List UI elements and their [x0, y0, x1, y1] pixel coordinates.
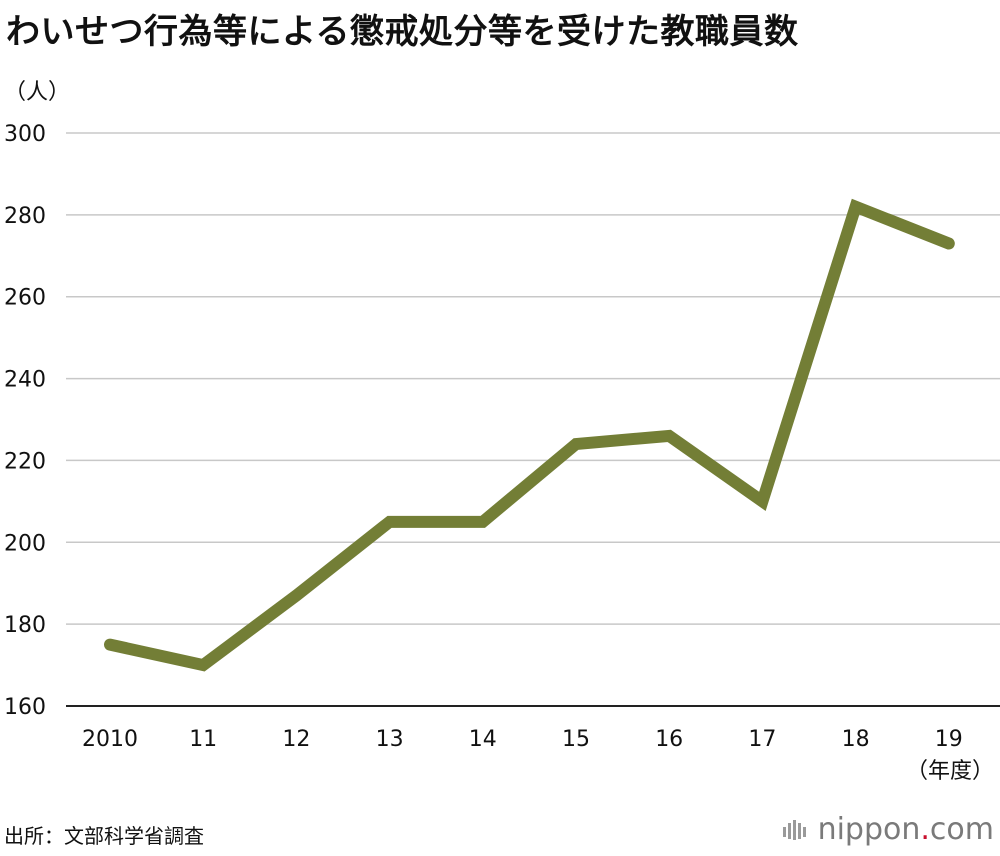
y-tick-label: 160	[4, 695, 46, 720]
y-tick-label: 300	[4, 122, 46, 147]
x-tick-label: 18	[842, 727, 870, 752]
y-tick-label: 220	[4, 449, 46, 474]
y-tick-label: 200	[4, 531, 46, 556]
x-axis-unit-label: （年度）	[906, 759, 994, 784]
series-group	[104, 198, 955, 672]
x-tick-label: 11	[189, 727, 217, 752]
chart-title: わいせつ行為等による懲戒処分等を受けた教職員数	[6, 12, 799, 52]
y-tick-label: 240	[4, 368, 46, 393]
x-tick-label: 17	[748, 727, 776, 752]
x-tick-label: 15	[562, 727, 590, 752]
brand-name: nippon	[817, 812, 921, 847]
x-tick-label: 2010	[82, 727, 138, 752]
brand-logo: nippon. com	[782, 812, 994, 847]
y-axis-unit-label: （人）	[4, 80, 71, 105]
y-axis-ticks: 160 180 200 220 240 260 280 300	[4, 122, 46, 720]
brand-bars-icon	[782, 819, 806, 840]
x-tick-label: 16	[655, 727, 683, 752]
x-axis-ticks: 2010 11 12 13 14 15 16 17 18 19	[82, 727, 963, 752]
y-tick-label: 280	[4, 204, 46, 229]
x-tick-label: 12	[282, 727, 310, 752]
x-tick-label: 14	[469, 727, 497, 752]
series-line	[104, 198, 955, 672]
gridlines	[66, 132, 1000, 707]
y-tick-label: 260	[4, 286, 46, 311]
brand-suffix: com	[929, 812, 994, 847]
x-tick-label: 13	[376, 727, 404, 752]
brand-dot: .	[920, 812, 930, 847]
y-tick-label: 180	[4, 613, 46, 638]
x-tick-label: 19	[935, 727, 963, 752]
source-note: 出所：文部科学省調査	[4, 824, 204, 848]
